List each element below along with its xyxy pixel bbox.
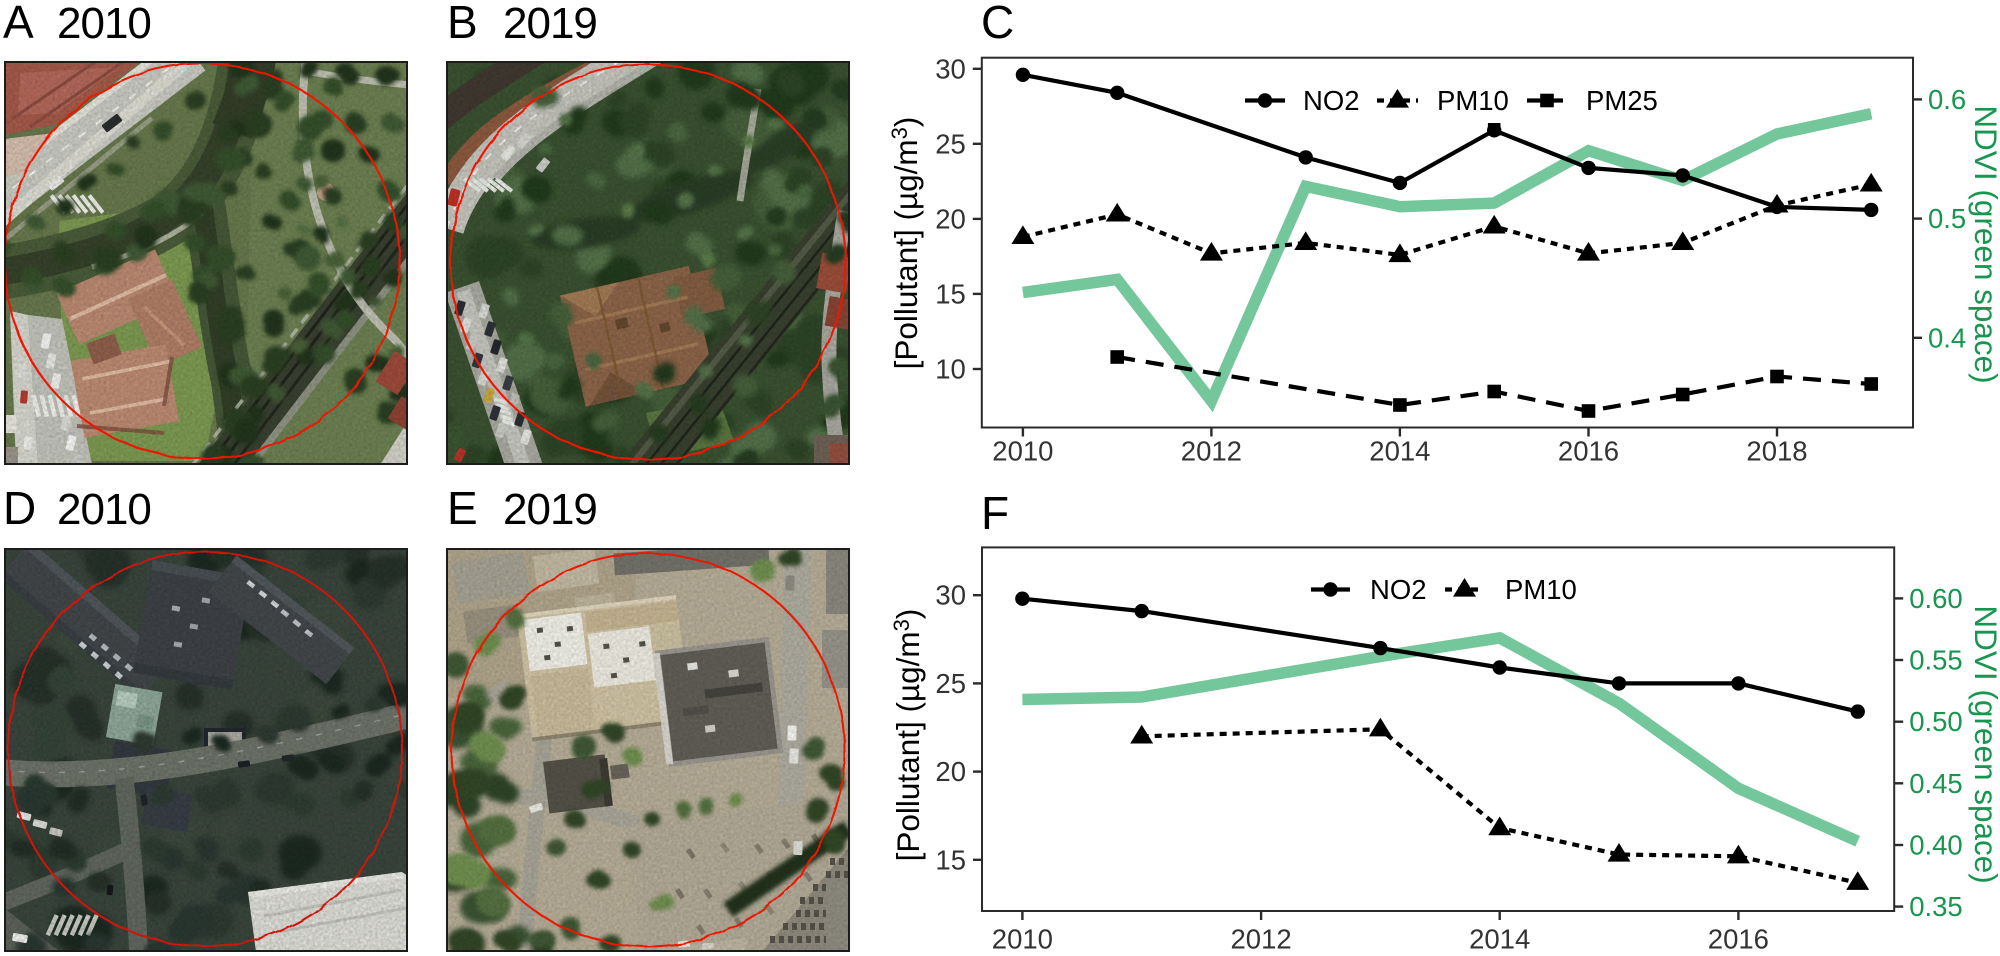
svg-text:0.50: 0.50 — [1909, 706, 1963, 737]
svg-text:B: B — [447, 0, 478, 48]
svg-text:E: E — [447, 482, 478, 534]
svg-text:2010: 2010 — [57, 485, 151, 534]
svg-text:2012: 2012 — [1181, 436, 1242, 467]
svg-text:2014: 2014 — [1469, 924, 1530, 955]
svg-text:2010: 2010 — [992, 436, 1053, 467]
svg-text:NO2: NO2 — [1370, 574, 1427, 605]
svg-text:2019: 2019 — [503, 485, 597, 534]
svg-text:0.60: 0.60 — [1909, 583, 1963, 614]
svg-text:25: 25 — [935, 668, 966, 699]
svg-text:PM10: PM10 — [1505, 574, 1577, 605]
svg-text:15: 15 — [935, 844, 966, 875]
svg-text:NO2: NO2 — [1303, 85, 1360, 116]
svg-text:30: 30 — [935, 53, 966, 84]
svg-text:[Pollutant] (µg/m3): [Pollutant] (µg/m3) — [889, 609, 926, 862]
svg-text:2010: 2010 — [992, 924, 1053, 955]
svg-text:0.6: 0.6 — [1928, 84, 1966, 115]
svg-text:30: 30 — [935, 580, 966, 611]
svg-text:PM10: PM10 — [1437, 85, 1509, 116]
svg-text:2019: 2019 — [503, 0, 597, 48]
svg-text:NDVI (green space): NDVI (green space) — [1968, 105, 2000, 383]
svg-text:NDVI (green space): NDVI (green space) — [1968, 605, 2000, 883]
svg-text:A: A — [3, 0, 34, 48]
svg-text:2016: 2016 — [1708, 924, 1769, 955]
svg-text:2012: 2012 — [1231, 924, 1292, 955]
svg-text:D: D — [3, 482, 36, 534]
svg-text:20: 20 — [935, 756, 966, 787]
svg-text:0.45: 0.45 — [1909, 768, 1963, 799]
svg-text:15: 15 — [935, 278, 966, 309]
svg-text:F: F — [981, 487, 1009, 539]
svg-text:25: 25 — [935, 128, 966, 159]
svg-text:0.4: 0.4 — [1928, 322, 1966, 353]
svg-text:2018: 2018 — [1746, 436, 1807, 467]
svg-text:0.55: 0.55 — [1909, 645, 1963, 676]
svg-text:[Pollutant] (µg/m3): [Pollutant] (µg/m3) — [887, 117, 924, 370]
svg-text:2010: 2010 — [57, 0, 151, 48]
svg-text:0.35: 0.35 — [1909, 891, 1963, 922]
svg-text:20: 20 — [935, 203, 966, 234]
svg-text:10: 10 — [935, 354, 966, 385]
svg-text:2014: 2014 — [1369, 436, 1430, 467]
svg-text:0.40: 0.40 — [1909, 830, 1963, 861]
svg-text:PM25: PM25 — [1586, 85, 1658, 116]
svg-text:C: C — [981, 0, 1014, 48]
svg-text:2016: 2016 — [1558, 436, 1619, 467]
svg-text:0.5: 0.5 — [1928, 203, 1966, 234]
